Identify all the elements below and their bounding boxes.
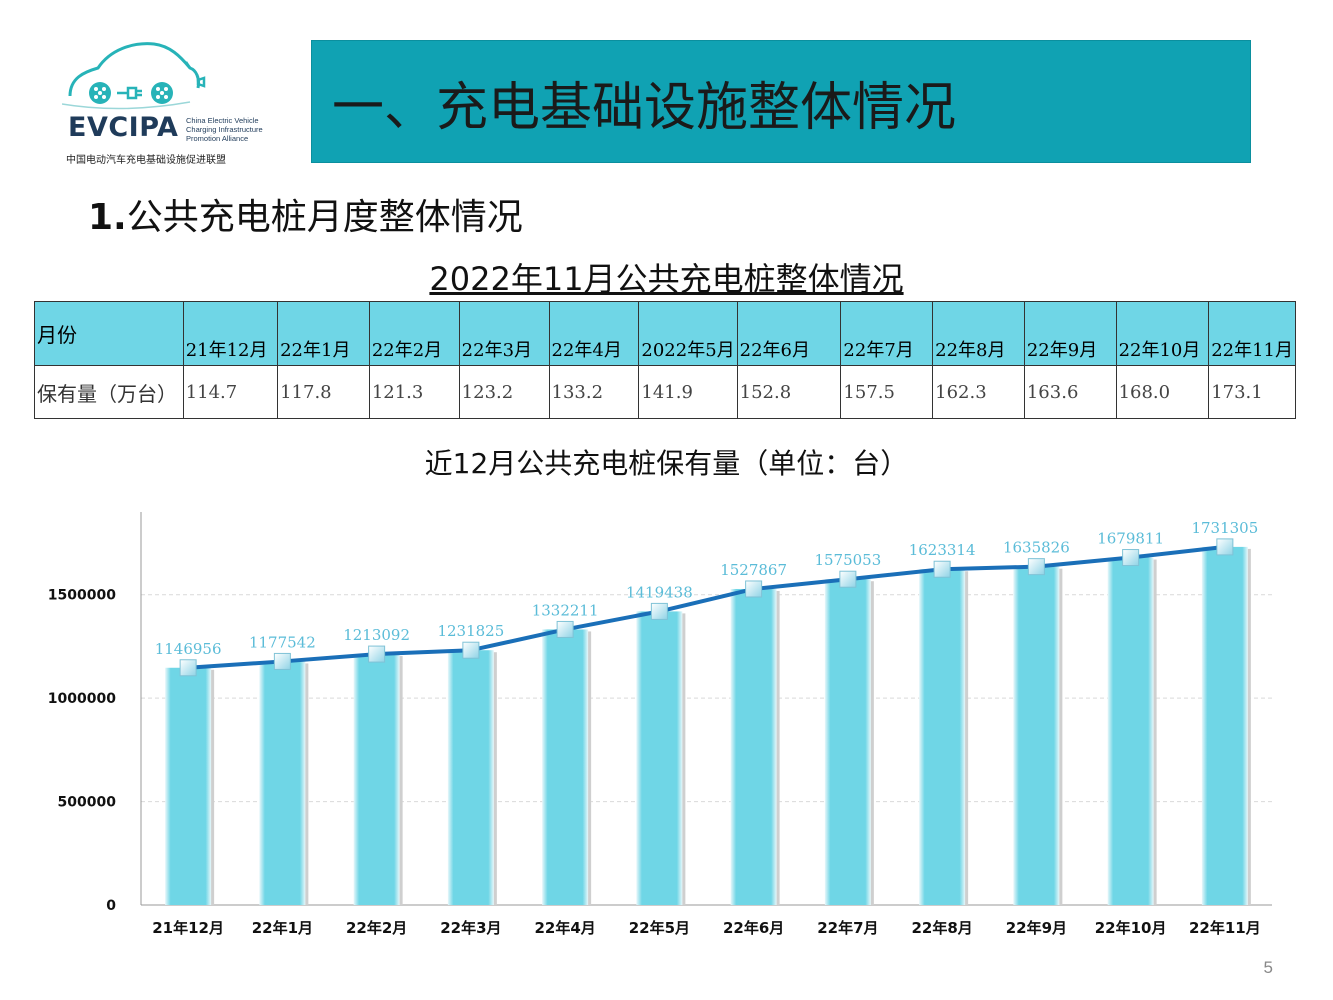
bar xyxy=(1013,566,1060,905)
data-label: 1231825 xyxy=(437,622,504,640)
data-label: 1575053 xyxy=(814,551,881,569)
x-tick-label: 22年4月 xyxy=(534,919,595,937)
bar xyxy=(1107,557,1154,905)
data-label: 1213092 xyxy=(343,626,410,644)
data-point xyxy=(839,570,857,588)
data-point xyxy=(1122,549,1140,567)
month-cell: 22年6月 xyxy=(736,301,842,366)
bar xyxy=(824,579,871,905)
month-cell: 22年8月 xyxy=(932,301,1025,366)
month-cell: 22年9月 xyxy=(1023,301,1117,366)
month-cell: 22年10月 xyxy=(1115,301,1210,366)
chart-title: 近12月公共充电桩保有量（单位：台） xyxy=(424,447,909,480)
data-label: 1679811 xyxy=(1097,530,1164,548)
bar xyxy=(636,611,683,905)
month-cell: 22年3月 xyxy=(458,301,550,366)
y-tick-label: 500000 xyxy=(58,795,117,811)
bar xyxy=(542,629,589,905)
data-point xyxy=(556,620,574,638)
bar xyxy=(730,588,777,905)
x-tick-label: 22年11月 xyxy=(1189,919,1261,937)
section-number: 1. xyxy=(88,197,127,238)
data-label: 1177542 xyxy=(249,633,316,651)
value-cell: 133.2 xyxy=(548,365,640,419)
bar xyxy=(353,654,400,905)
month-cell: 21年12月 xyxy=(182,301,279,366)
table-header-row: 月份 21年12月 22年1月 22年2月 22年3月 22年4月 2022年5… xyxy=(34,301,1296,366)
table-title: 2022年11月公共充电桩整体情况 xyxy=(429,260,904,298)
value-cell: 121.3 xyxy=(368,365,460,419)
x-tick-label: 22年5月 xyxy=(629,919,690,937)
data-point xyxy=(745,580,763,598)
header-banner: 一、充电基础设施整体情况 xyxy=(311,40,1251,163)
bar xyxy=(165,667,212,905)
x-tick-label: 22年1月 xyxy=(252,919,313,937)
data-label: 1146956 xyxy=(155,640,222,658)
month-cell: 2022年5月 xyxy=(638,301,738,366)
month-cell: 22年7月 xyxy=(840,301,934,366)
page-title: 一、充电基础设施整体情况 xyxy=(332,78,957,138)
value-cell: 114.7 xyxy=(182,365,279,419)
table-value-row: 保有量（万台） 114.7 117.8 121.3 123.2 133.2 14… xyxy=(34,365,1296,419)
summary-table: 月份 21年12月 22年1月 22年2月 22年3月 22年4月 2022年5… xyxy=(34,301,1296,419)
logo-tagline: China Electric Vehicle Charging Infrastr… xyxy=(186,116,263,143)
bar xyxy=(1201,546,1248,905)
data-point xyxy=(273,652,291,670)
month-cell: 22年4月 xyxy=(548,301,640,366)
x-tick-label: 22年7月 xyxy=(817,919,878,937)
data-label: 1635826 xyxy=(1003,539,1070,557)
x-tick-label: 22年10月 xyxy=(1095,919,1167,937)
x-tick-label: 22年9月 xyxy=(1006,919,1067,937)
x-tick-label: 22年8月 xyxy=(911,919,972,937)
data-label: 1731305 xyxy=(1191,519,1258,537)
month-cell: 22年11月 xyxy=(1208,301,1296,366)
bar xyxy=(919,569,966,905)
value-cell: 157.5 xyxy=(840,365,934,419)
month-cell: 22年2月 xyxy=(368,301,460,366)
value-cell: 168.0 xyxy=(1115,365,1210,419)
bar xyxy=(447,650,494,905)
data-point xyxy=(368,645,386,663)
value-cell: 162.3 xyxy=(932,365,1025,419)
data-point xyxy=(933,560,951,578)
data-label: 1527867 xyxy=(720,561,787,579)
y-tick-label: 1500000 xyxy=(48,588,116,604)
value-cell: 123.2 xyxy=(458,365,550,419)
data-label: 1332211 xyxy=(532,601,599,619)
car-plug-icon xyxy=(61,42,206,110)
y-tick-label: 1000000 xyxy=(48,691,116,707)
x-tick-label: 22年6月 xyxy=(723,919,784,937)
page-number: 5 xyxy=(1263,958,1273,977)
data-point xyxy=(462,641,480,659)
value-cell: 152.8 xyxy=(736,365,842,419)
row-label-stock: 保有量（万台） xyxy=(34,365,184,419)
section-title: 公共充电桩月度整体情况 xyxy=(126,197,523,238)
bar xyxy=(259,661,306,905)
data-point xyxy=(179,659,197,677)
value-cell: 141.9 xyxy=(638,365,738,419)
y-tick-label: 0 xyxy=(106,898,116,914)
month-cell: 22年1月 xyxy=(277,301,370,366)
x-tick-label: 22年2月 xyxy=(346,919,407,937)
logo-chinese-name: 中国电动汽车充电基础设施促进联盟 xyxy=(66,155,226,166)
row-label-month: 月份 xyxy=(34,301,184,366)
logo-wordmark: EVCIPA xyxy=(68,112,179,143)
evcipa-logo: EVCIPA China Electric Vehicle Charging I… xyxy=(61,38,277,168)
value-cell: 173.1 xyxy=(1208,365,1296,419)
data-point xyxy=(1027,558,1045,576)
data-point xyxy=(650,602,668,620)
value-cell: 163.6 xyxy=(1023,365,1117,419)
data-label: 1623314 xyxy=(909,541,976,559)
stock-chart: 0 500000 1000000 1500000 21年12月 22年1月 22年2月 22年… xyxy=(48,512,1272,937)
series-line xyxy=(187,544,1226,670)
data-point xyxy=(1216,538,1234,556)
section-heading: 1.公共充电桩月度整体情况 xyxy=(88,188,523,240)
data-label: 1419438 xyxy=(626,583,693,601)
x-tick-label: 21年12月 xyxy=(152,919,224,937)
x-tick-label: 22年3月 xyxy=(440,919,501,937)
value-cell: 117.8 xyxy=(277,365,370,419)
